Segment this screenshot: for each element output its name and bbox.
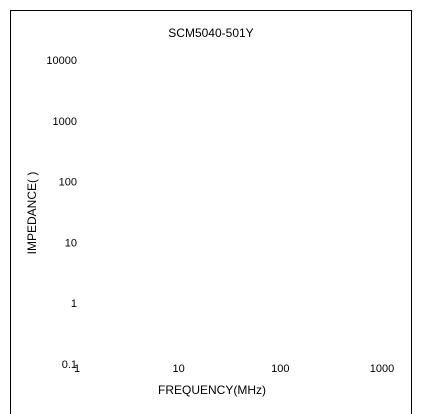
y-tick-label: 0.1 (62, 359, 77, 371)
x-tick-labels: 1 10 100 1000 (74, 363, 394, 375)
y-tick-label: 100 (59, 177, 77, 189)
y-tick-label: 1000 (53, 116, 77, 128)
x-tick-label: 10 (173, 363, 185, 375)
x-tick-label: 100 (271, 363, 289, 375)
x-axis-label: FREQUENCY(MHz) (158, 383, 266, 397)
x-tick-label: 1000 (370, 363, 394, 375)
y-axis-label: IMPEDANCE( ) (25, 172, 39, 255)
x-tick-label: 1 (74, 363, 80, 375)
y-tick-label: 1 (71, 298, 77, 310)
y-tick-label: 10 (65, 237, 77, 249)
y-tick-label: 10000 (46, 55, 77, 67)
chart-title: SCM5040-501Y (168, 26, 253, 40)
y-tick-labels: 0.1 1 10 100 1000 10000 (46, 55, 77, 371)
